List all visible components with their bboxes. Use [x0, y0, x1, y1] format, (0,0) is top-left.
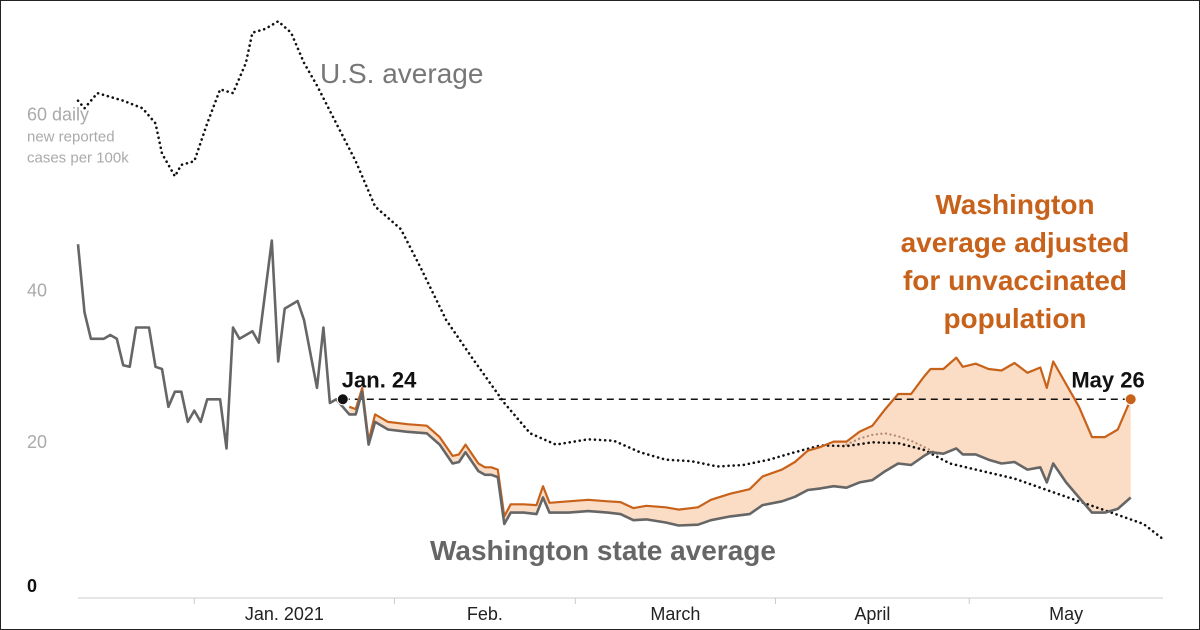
- y-tick-label: 40: [27, 281, 47, 301]
- y-tick-label: 0: [27, 576, 37, 596]
- annotation-marker: [1124, 393, 1137, 406]
- series-line-washington-adjusted: [348, 356, 1132, 518]
- series-label-washington-adjusted: average adjusted: [901, 227, 1130, 258]
- series-label-washington-adjusted: Washington: [935, 189, 1094, 220]
- series-label-washington-adjusted: for unvaccinated: [903, 265, 1127, 296]
- x-tick-label: May: [1049, 604, 1083, 624]
- series-line-washington-state: [76, 239, 1132, 527]
- series-line-us-average: [76, 20, 1165, 541]
- annotation-date-label: May 26: [1071, 367, 1144, 392]
- series-label-washington-adjusted: population: [943, 303, 1086, 334]
- annotation-marker: [336, 393, 349, 406]
- y-axis-unit-label: cases per 100k: [27, 149, 129, 166]
- x-tick-label: April: [854, 604, 890, 624]
- y-axis-unit-label: 60 daily: [27, 104, 89, 124]
- series-label-washington-state: Washington state average: [430, 535, 776, 566]
- series-label-us-average: U.S. average: [320, 58, 483, 89]
- x-tick-label: Jan. 2021: [245, 604, 324, 624]
- annotation-date-label: Jan. 24: [342, 367, 417, 392]
- x-tick-label: March: [650, 604, 700, 624]
- unvaccinated-gap-band: [349, 357, 1131, 526]
- y-axis-unit-label: new reported: [27, 128, 115, 145]
- y-tick-label: 20: [27, 432, 47, 452]
- x-tick-label: Feb.: [467, 604, 503, 624]
